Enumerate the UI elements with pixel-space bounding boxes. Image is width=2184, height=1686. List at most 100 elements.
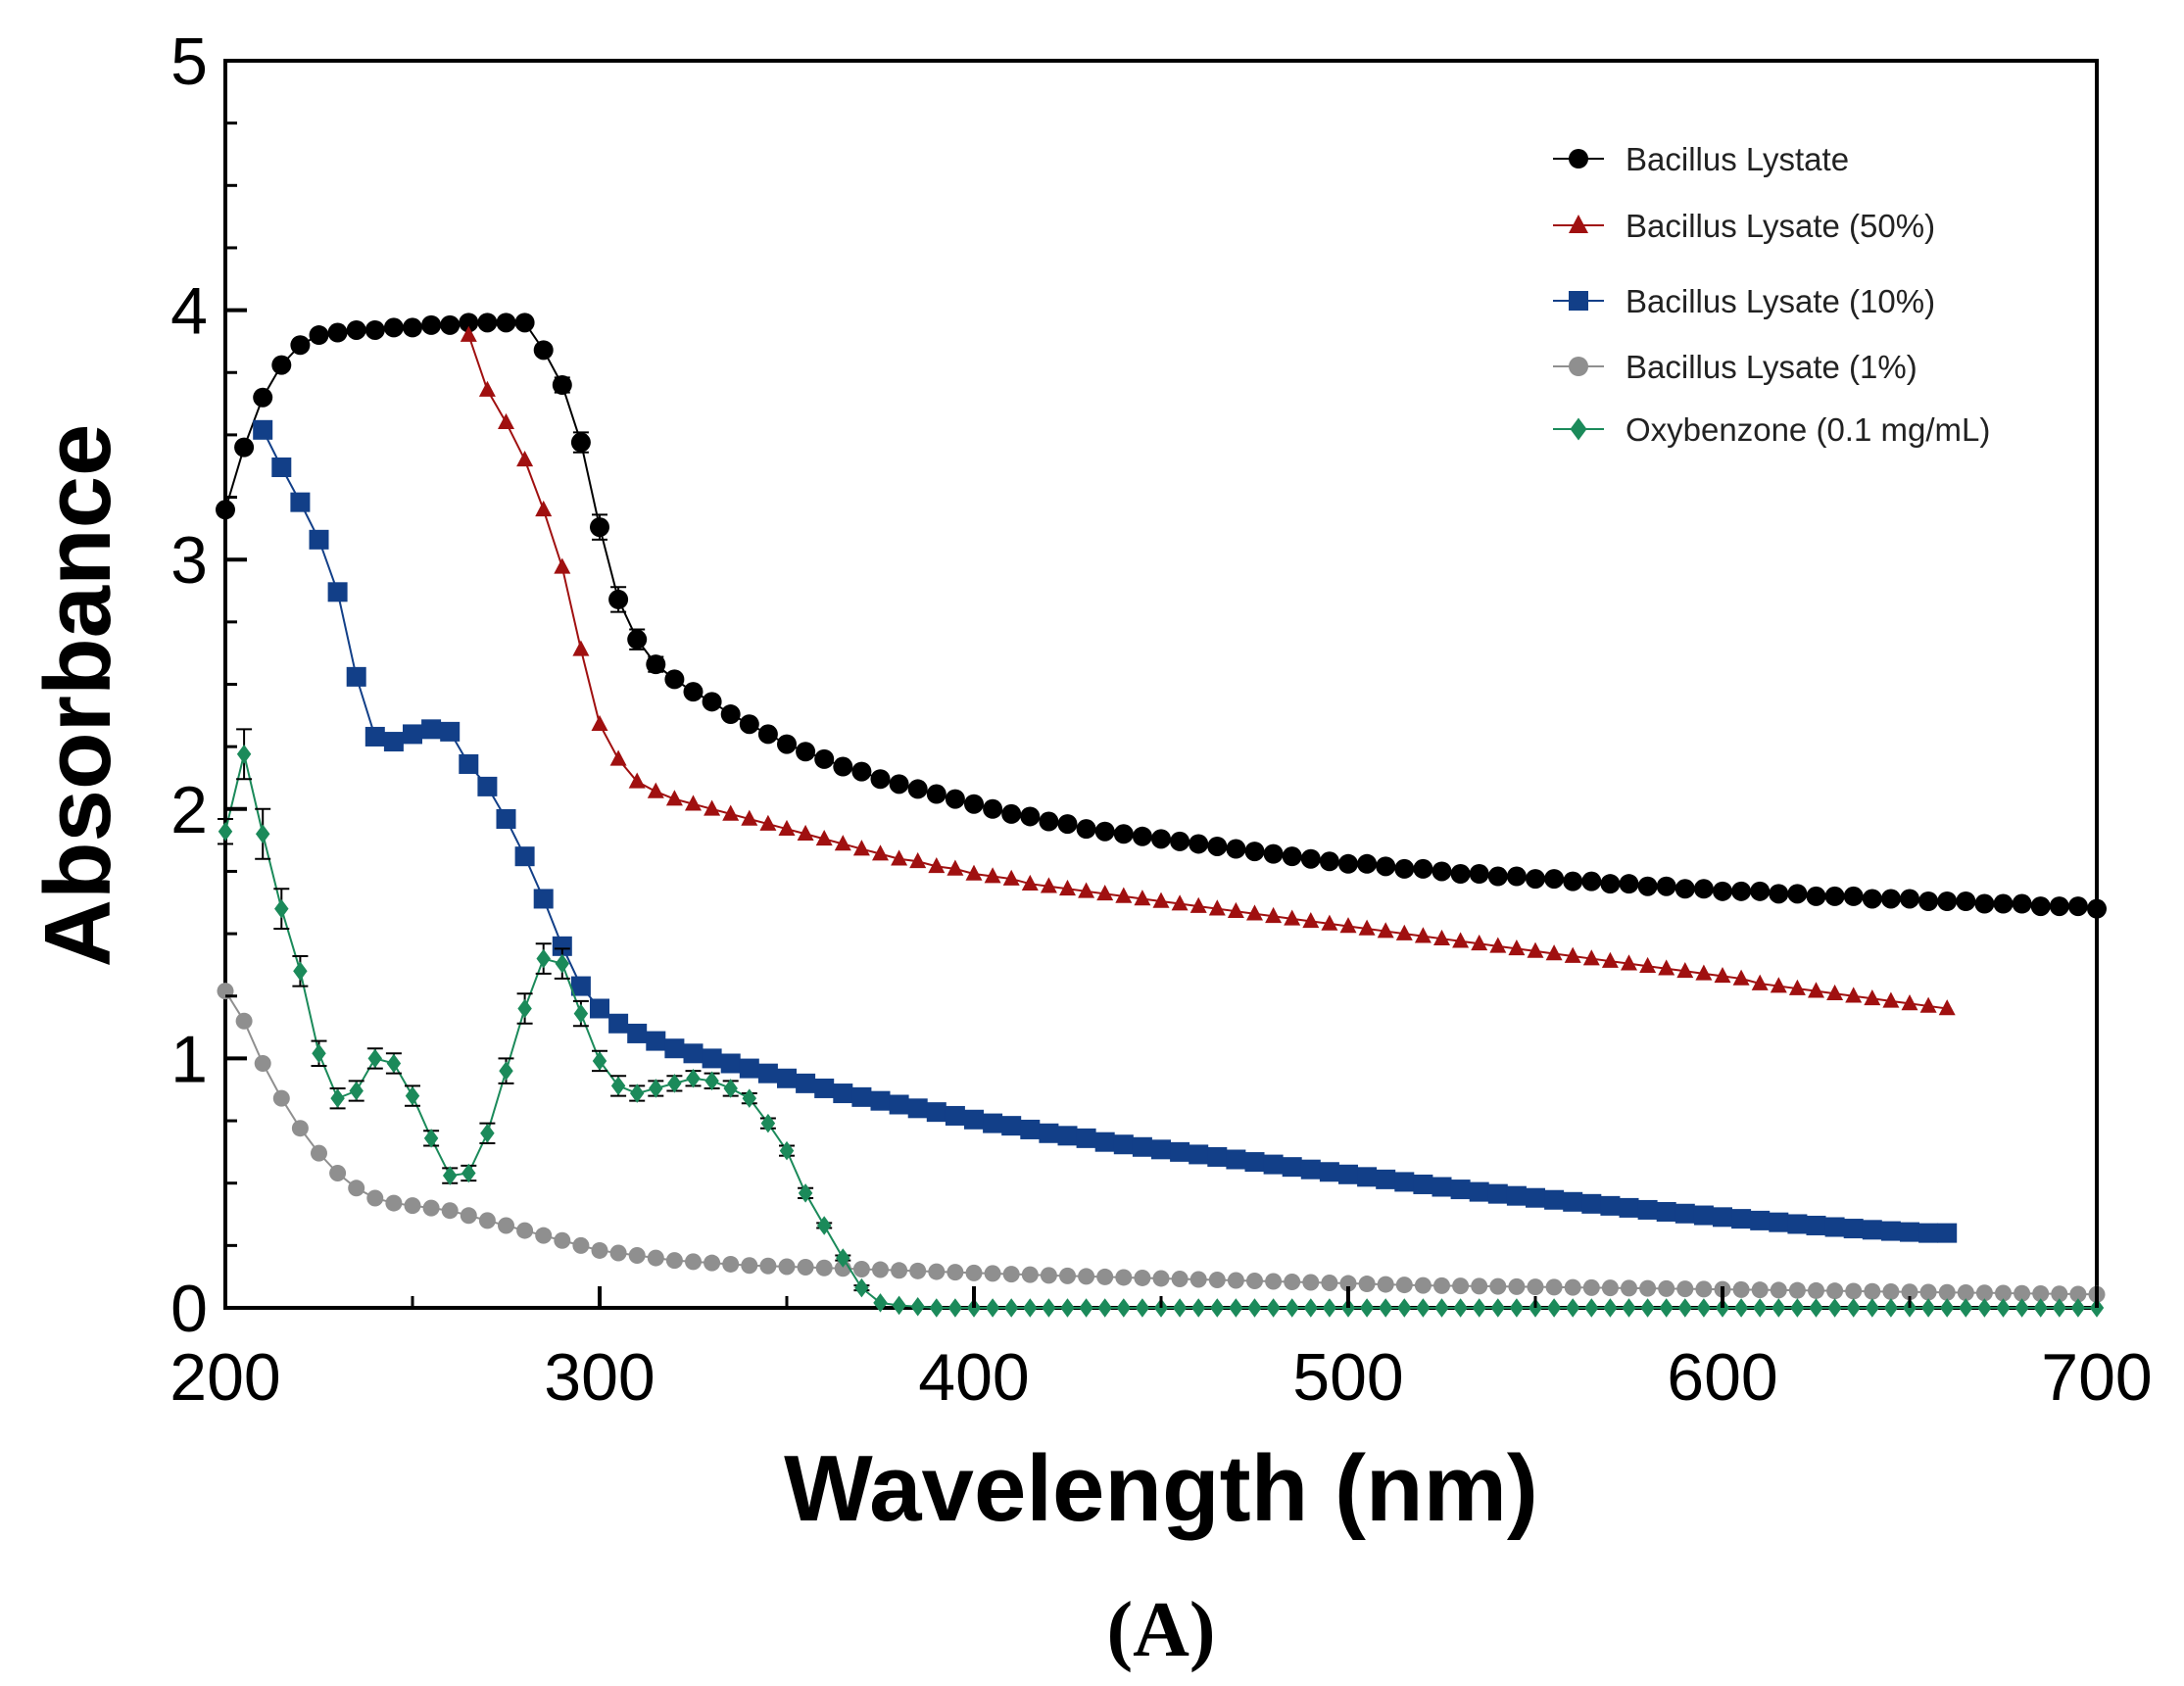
data-point — [739, 1058, 759, 1079]
data-point — [1806, 1215, 1826, 1235]
data-point — [1827, 1298, 1842, 1318]
data-point — [1170, 1141, 1190, 1162]
data-point — [836, 1248, 850, 1268]
data-point — [1039, 1123, 1059, 1143]
data-point — [1845, 1282, 1863, 1300]
data-point — [346, 319, 366, 340]
data-point — [1189, 1271, 1207, 1288]
series-1 — [460, 325, 1956, 1016]
data-point — [797, 824, 814, 842]
data-point — [1229, 1298, 1243, 1318]
data-point — [985, 1298, 1000, 1318]
data-point — [891, 1262, 908, 1279]
data-point — [555, 953, 570, 974]
data-point — [665, 790, 683, 806]
data-point — [1416, 1298, 1431, 1318]
data-point — [1676, 961, 1694, 979]
data-point — [1601, 1279, 1619, 1297]
data-point — [1845, 987, 1863, 1003]
data-point — [1358, 1276, 1376, 1293]
data-point — [665, 1252, 683, 1270]
data-point — [1658, 959, 1675, 976]
data-point — [702, 692, 722, 712]
data-point — [1040, 1267, 1057, 1284]
axis-layer: 0 1 2 3 4 5 200 300 400 500 600 700 — [170, 24, 2152, 1415]
data-point — [1319, 1162, 1339, 1182]
data-point — [777, 1068, 797, 1088]
data-point — [1937, 891, 1958, 912]
data-point — [1469, 863, 1489, 884]
data-point — [1303, 1298, 1319, 1318]
chart-frame — [223, 59, 2099, 1310]
data-point — [1151, 1139, 1171, 1160]
data-point — [1302, 912, 1320, 929]
data-point — [1750, 881, 1771, 901]
data-point — [704, 1254, 721, 1272]
data-point — [1300, 848, 1321, 869]
data-point — [722, 804, 740, 821]
data-point — [1227, 901, 1244, 918]
data-point — [1358, 919, 1376, 936]
data-point — [2012, 893, 2032, 914]
data-point — [1637, 1199, 1658, 1220]
data-point — [1076, 819, 1096, 840]
data-point — [627, 1023, 648, 1043]
data-point — [1021, 1266, 1039, 1283]
data-point — [461, 1163, 476, 1183]
x-tick-label: 500 — [1292, 1340, 1403, 1415]
data-point — [570, 432, 591, 453]
data-point — [664, 669, 685, 690]
data-point — [1377, 1276, 1394, 1293]
data-point — [1189, 1144, 1209, 1165]
data-point — [1731, 1209, 1752, 1229]
data-point — [928, 857, 946, 874]
data-point — [272, 1089, 290, 1107]
data-point — [1190, 1298, 1206, 1318]
data-point — [274, 898, 289, 919]
data-point — [403, 724, 422, 745]
data-point — [554, 557, 571, 574]
data-point — [346, 666, 366, 687]
data-point — [1601, 951, 1619, 968]
data-point — [647, 782, 664, 798]
data-point — [1246, 1273, 1263, 1290]
data-point — [1824, 1217, 1845, 1237]
data-point — [1733, 1298, 1749, 1318]
data-point — [870, 769, 891, 790]
data-point — [1376, 856, 1396, 877]
data-point — [926, 784, 946, 804]
data-point — [498, 1217, 514, 1234]
data-point — [1490, 1298, 1506, 1318]
data-point — [1526, 1187, 1545, 1208]
data-point — [1974, 893, 1995, 914]
data-point — [536, 948, 551, 969]
data-point — [1787, 884, 1808, 904]
data-point — [591, 1241, 608, 1259]
data-point — [234, 437, 255, 458]
data-point — [759, 1257, 777, 1275]
data-point — [535, 1227, 553, 1244]
data-point — [1134, 1269, 1151, 1286]
data-point — [572, 640, 590, 656]
data-point — [1640, 1298, 1655, 1318]
data-point — [1959, 1298, 1973, 1318]
data-point — [1600, 1195, 1621, 1216]
data-point — [797, 1259, 814, 1277]
data-point — [1244, 1152, 1265, 1173]
data-point — [1059, 1267, 1076, 1284]
data-point — [1489, 1277, 1507, 1295]
data-point — [459, 753, 479, 774]
data-point — [421, 719, 442, 740]
data-point — [1359, 1298, 1375, 1318]
data-point — [290, 335, 311, 356]
data-point — [477, 776, 498, 796]
data-point — [891, 849, 908, 866]
data-point — [216, 500, 235, 520]
data-point — [570, 976, 591, 996]
data-point — [741, 809, 758, 826]
data-point — [1338, 853, 1358, 874]
data-point — [1846, 1298, 1861, 1318]
data-point — [1714, 967, 1731, 984]
data-point — [1472, 1298, 1486, 1318]
data-point — [1115, 1269, 1133, 1286]
